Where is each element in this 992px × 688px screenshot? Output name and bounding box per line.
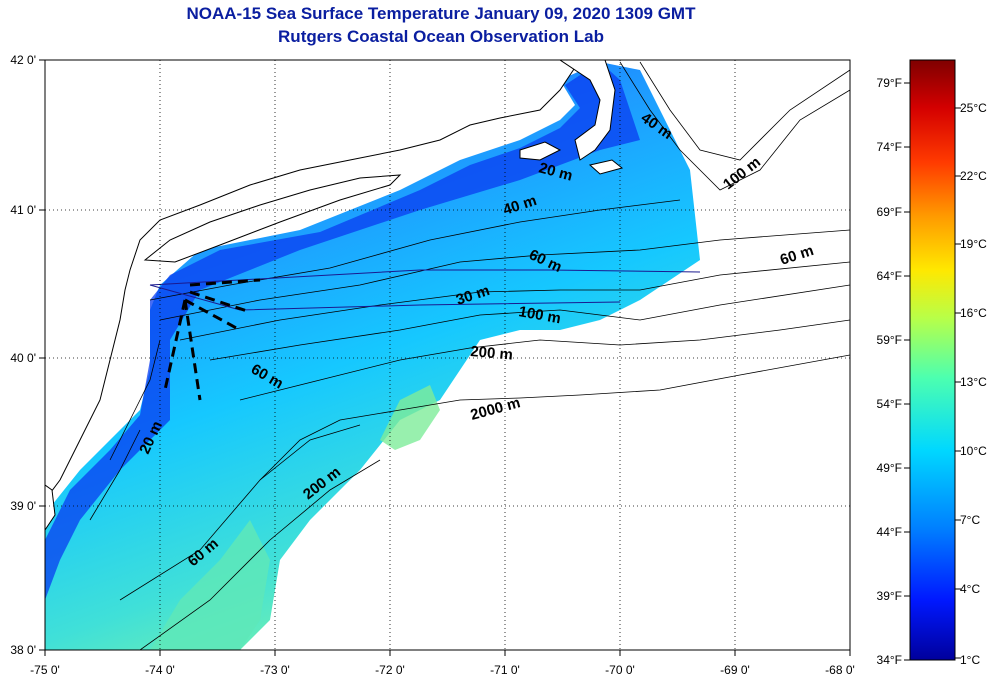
- celsius-label: 10°C: [960, 444, 987, 458]
- bathymetry-contours: [89, 61, 850, 650]
- fahrenheit-label: 39°F: [877, 589, 902, 603]
- lon-tick-label: -75 0': [30, 663, 60, 677]
- fahrenheit-label: 64°F: [877, 269, 902, 283]
- delmarva-coast: [45, 484, 56, 650]
- lon-tick-label: -69 0': [720, 663, 750, 677]
- axis-ticks: [39, 59, 851, 656]
- sst-warm-shelf: [150, 520, 270, 650]
- longitude-labels: -75 0' -74 0' -73 0' -72 0' -71 0' -70 0…: [30, 663, 855, 677]
- fahrenheit-label: 59°F: [877, 333, 902, 347]
- celsius-label: 16°C: [960, 306, 987, 320]
- fahrenheit-label: 34°F: [877, 653, 902, 667]
- cape-cod: [559, 60, 616, 161]
- celsius-label: 13°C: [960, 375, 987, 389]
- lon-tick-label: -72 0': [375, 663, 405, 677]
- marthas-vineyard: [519, 141, 562, 161]
- lat-tick-label: 38 0': [10, 643, 36, 657]
- long-island: [143, 174, 402, 263]
- fahrenheit-label: 44°F: [877, 525, 902, 539]
- new-england-coast: [45, 60, 581, 501]
- celsius-label: 7°C: [960, 513, 980, 527]
- celsius-label: 19°C: [960, 237, 987, 251]
- sst-warm-patch: [380, 385, 440, 450]
- lon-tick-label: -73 0': [260, 663, 290, 677]
- colorbar-ticks: [904, 82, 961, 661]
- contour-label: 200 m: [470, 343, 514, 364]
- map-border: [44, 59, 851, 651]
- fahrenheit-label: 69°F: [877, 205, 902, 219]
- fahrenheit-label: 79°F: [877, 76, 902, 90]
- sst-coverage: [45, 62, 700, 650]
- colorbar: [909, 59, 956, 661]
- fahrenheit-label: 54°F: [877, 397, 902, 411]
- lat-tick-label: 41 0': [10, 203, 36, 217]
- latitude-labels: 42 0' 41 0' 40 0' 39 0' 38 0': [10, 53, 36, 657]
- map-title: NOAA-15 Sea Surface Temperature January …: [186, 4, 696, 23]
- sst-coverage-nearshore: [45, 62, 640, 600]
- lon-tick-label: -68 0': [825, 663, 855, 677]
- fahrenheit-label: 74°F: [877, 140, 902, 154]
- celsius-label: 4°C: [960, 582, 980, 596]
- nantucket: [588, 159, 624, 175]
- celsius-label: 22°C: [960, 169, 987, 183]
- shipping-lanes: [163, 278, 261, 401]
- colorbar-fahrenheit-labels: 79°F 74°F 69°F 64°F 59°F 54°F 49°F 44°F …: [877, 76, 902, 667]
- celsius-label: 25°C: [960, 101, 987, 115]
- lon-tick-label: -70 0': [605, 663, 635, 677]
- map-subtitle: Rutgers Coastal Ocean Observation Lab: [278, 27, 604, 46]
- colorbar-celsius-labels: 25°C 22°C 19°C 16°C 13°C 10°C 7°C 4°C 1°…: [960, 101, 987, 667]
- lat-tick-label: 42 0': [10, 53, 36, 67]
- lon-tick-label: -71 0': [490, 663, 520, 677]
- lon-tick-label: -74 0': [145, 663, 175, 677]
- fahrenheit-label: 49°F: [877, 461, 902, 475]
- celsius-label: 1°C: [960, 653, 980, 667]
- transect-lines: [149, 269, 701, 311]
- lat-tick-label: 39 0': [10, 499, 36, 513]
- lat-tick-label: 40 0': [10, 351, 36, 365]
